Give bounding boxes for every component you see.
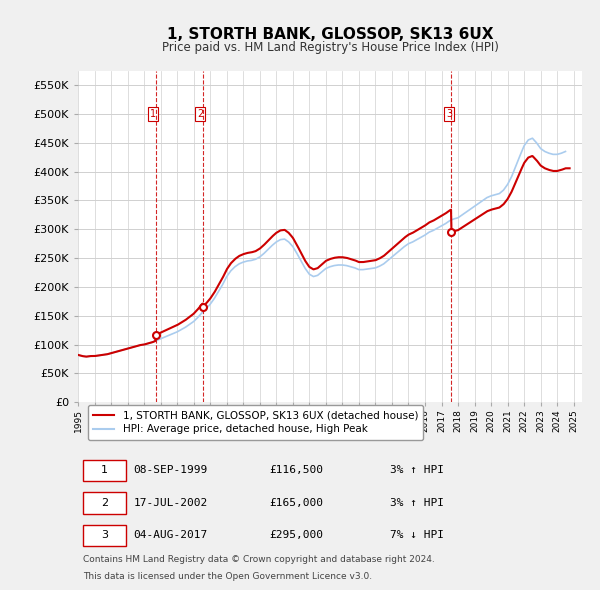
Text: 04-AUG-2017: 04-AUG-2017	[133, 530, 208, 540]
Text: 3% ↑ HPI: 3% ↑ HPI	[391, 498, 445, 508]
Text: 1: 1	[150, 109, 156, 119]
Text: 2: 2	[197, 109, 203, 119]
Text: 17-JUL-2002: 17-JUL-2002	[133, 498, 208, 508]
Text: This data is licensed under the Open Government Licence v3.0.: This data is licensed under the Open Gov…	[83, 572, 372, 581]
Text: 3: 3	[101, 530, 108, 540]
Text: £295,000: £295,000	[269, 530, 323, 540]
Text: 2: 2	[101, 498, 108, 508]
Text: 1, STORTH BANK, GLOSSOP, SK13 6UX: 1, STORTH BANK, GLOSSOP, SK13 6UX	[167, 27, 493, 41]
Text: 08-SEP-1999: 08-SEP-1999	[133, 466, 208, 476]
Text: Contains HM Land Registry data © Crown copyright and database right 2024.: Contains HM Land Registry data © Crown c…	[83, 555, 435, 564]
Text: £116,500: £116,500	[269, 466, 323, 476]
Text: £165,000: £165,000	[269, 498, 323, 508]
Text: 3: 3	[446, 109, 452, 119]
FancyBboxPatch shape	[83, 460, 126, 481]
Text: 1: 1	[101, 466, 108, 476]
Text: 3% ↑ HPI: 3% ↑ HPI	[391, 466, 445, 476]
Text: Price paid vs. HM Land Registry's House Price Index (HPI): Price paid vs. HM Land Registry's House …	[161, 41, 499, 54]
Legend: 1, STORTH BANK, GLOSSOP, SK13 6UX (detached house), HPI: Average price, detached: 1, STORTH BANK, GLOSSOP, SK13 6UX (detac…	[88, 405, 424, 440]
FancyBboxPatch shape	[83, 492, 126, 514]
Text: 7% ↓ HPI: 7% ↓ HPI	[391, 530, 445, 540]
FancyBboxPatch shape	[83, 525, 126, 546]
